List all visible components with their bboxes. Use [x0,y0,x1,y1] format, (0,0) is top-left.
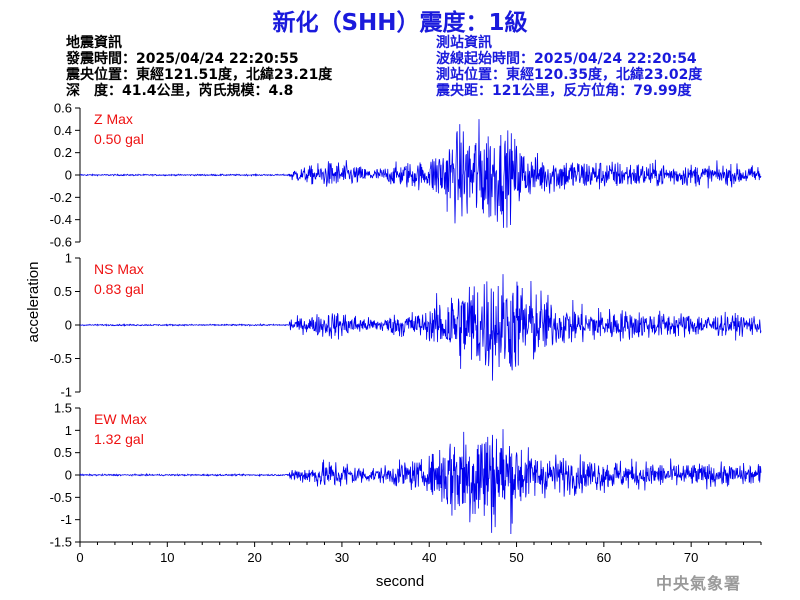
station-info-block: 測站資訊 波線起始時間：2025/04/24 22:20:54 測站位置：東經1… [436,35,702,99]
y-axis-label: acceleration [25,262,42,343]
x-tick-label: 30 [335,550,349,565]
station-location: 測站位置：東經120.35度，北緯23.02度 [436,67,703,83]
max-label-z: Z Max [94,111,133,127]
y-tick-label: 0.5 [54,284,72,299]
x-tick-label: 20 [247,550,261,565]
epicentral-distance: 震央距：121公里，反方位角：79.99度 [436,83,692,99]
y-tick-label: 0.6 [54,101,72,116]
y-tick-label: -0.5 [50,490,72,505]
y-tick-label: -0.6 [50,235,72,250]
x-tick-label: 0 [76,550,83,565]
max-label-ew: EW Max [94,411,147,427]
station-info-heading: 測站資訊 [436,35,492,51]
x-tick-label: 40 [422,550,436,565]
x-tick-label: 60 [597,550,611,565]
y-tick-label: 0 [65,168,72,183]
epicenter-location: 震央位置：東經121.51度，北緯23.21度 [66,67,333,83]
y-tick-label: 1 [65,423,72,438]
y-tick-label: 1 [65,251,72,266]
x-tick-label: 70 [684,550,698,565]
depth-magnitude: 深 度：41.4公里，芮氏規模：4.8 [66,83,294,99]
event-info-block: 地震資訊 發震時間：2025/04/24 22:20:55 震央位置：東經121… [66,35,332,99]
chart-title: 新化（SHH）震度：1級 [272,10,528,36]
y-tick-label: -0.2 [50,190,72,205]
max-value-ns: 0.83 gal [94,281,144,297]
trace-ns [79,274,762,381]
y-tick-label: -1.5 [50,535,72,550]
y-tick-label: -0.5 [50,351,72,366]
max-value-z: 0.50 gal [94,131,144,147]
event-info-heading: 地震資訊 [66,35,122,51]
x-axis-label: second [376,573,424,590]
y-tick-label: -0.4 [50,212,72,227]
y-tick-label: 0.2 [54,145,72,160]
max-label-ns: NS Max [94,261,144,277]
max-value-ew: 1.32 gal [94,431,144,447]
y-tick-label: 0.5 [54,445,72,460]
y-tick-label: -1 [60,385,72,400]
y-tick-label: 0 [65,318,72,333]
y-tick-label: 0.4 [54,123,72,138]
x-tick-label: 50 [509,550,523,565]
y-tick-label: 1.5 [54,401,72,416]
wave-start-time: 波線起始時間：2025/04/24 22:20:54 [436,51,697,67]
trace-ew [79,429,762,534]
y-tick-label: 0 [65,468,72,483]
y-tick-label: -1 [60,512,72,527]
agency-watermark: 中央氣象署 [656,574,742,593]
x-tick-label: 10 [160,550,174,565]
origin-time: 發震時間：2025/04/24 22:20:55 [66,51,299,67]
trace-z [79,119,762,228]
